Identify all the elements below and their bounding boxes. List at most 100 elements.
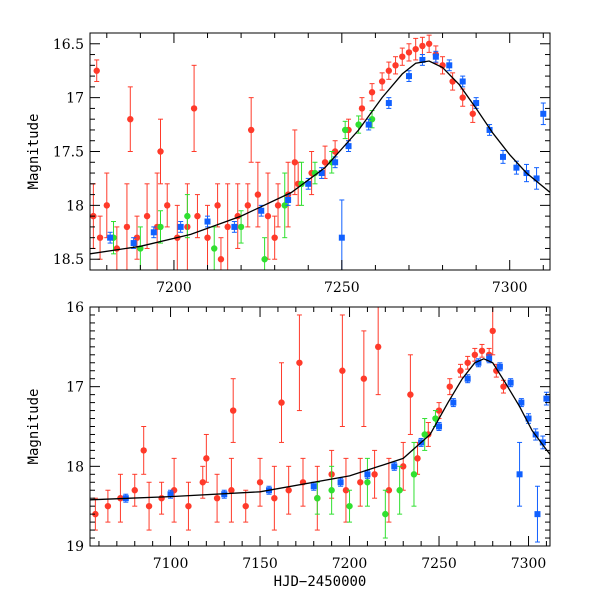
- data-point: [107, 234, 114, 241]
- data-point: [291, 159, 299, 166]
- data-point: [432, 415, 439, 422]
- data-point: [104, 502, 112, 510]
- series-blue: [122, 354, 550, 543]
- data-point: [328, 487, 335, 494]
- data-point: [534, 511, 541, 518]
- data-point: [203, 455, 210, 462]
- data-point: [525, 415, 532, 422]
- data-point: [237, 223, 245, 231]
- data-point: [281, 202, 288, 209]
- data-point: [358, 105, 366, 112]
- y-tick-label: 19: [66, 539, 84, 555]
- data-point: [145, 502, 153, 510]
- x-tick-label: 7200: [156, 280, 192, 296]
- x-tick-label: 7300: [511, 556, 547, 572]
- data-point: [543, 395, 550, 402]
- data-point: [228, 487, 235, 494]
- data-point: [355, 121, 362, 128]
- data-point: [410, 471, 418, 478]
- data-point: [407, 391, 414, 398]
- data-point: [459, 94, 466, 101]
- y-tick-label: 17.5: [53, 145, 84, 161]
- data-point: [385, 67, 393, 74]
- data-point: [341, 126, 349, 134]
- data-point: [345, 143, 352, 150]
- series-green: [314, 410, 439, 539]
- x-tick-label: 7300: [492, 280, 528, 296]
- data-point: [93, 67, 100, 74]
- y-tick-label: 18: [66, 459, 84, 475]
- data-point: [357, 479, 364, 486]
- data-point: [446, 62, 453, 69]
- y-tick-label: 16.5: [53, 37, 84, 53]
- y-tick-label: 18.5: [53, 252, 84, 268]
- data-point: [103, 202, 110, 209]
- data-point: [400, 463, 407, 470]
- data-point: [364, 479, 371, 486]
- data-point: [450, 399, 457, 406]
- data-point: [150, 229, 157, 236]
- data-point: [499, 153, 506, 160]
- series-blue: [107, 50, 547, 270]
- x-tick-label: 7250: [421, 556, 457, 572]
- data-point: [194, 212, 201, 220]
- data-point: [264, 212, 272, 220]
- data-point: [314, 495, 321, 502]
- data-point: [185, 502, 192, 510]
- data-point: [419, 42, 426, 50]
- data-point: [321, 159, 329, 166]
- data-point: [217, 256, 225, 263]
- x-ticks: [106, 33, 544, 270]
- data-point: [224, 223, 231, 231]
- data-point: [412, 45, 419, 53]
- y-tick-label: 18: [66, 198, 84, 214]
- data-point: [199, 479, 206, 486]
- top-light-curve-panel: 7200 7250 7300 16.5 17 17.5 18 18.5 Magnitude: [26, 32, 551, 296]
- data-point: [123, 223, 131, 231]
- y-axis-label: Magnitude: [26, 389, 42, 465]
- data-point: [486, 355, 493, 362]
- data-point: [478, 347, 486, 355]
- data-point: [157, 223, 164, 231]
- data-point: [261, 256, 268, 263]
- data-point: [371, 471, 378, 478]
- data-point: [143, 212, 151, 220]
- series-red: [90, 34, 476, 270]
- data-point: [533, 175, 540, 182]
- data-point: [285, 487, 292, 494]
- data-point: [446, 383, 453, 390]
- data-point: [158, 495, 165, 502]
- data-point: [540, 110, 547, 117]
- data-point: [374, 343, 382, 351]
- data-point: [164, 202, 171, 209]
- data-point: [539, 439, 546, 446]
- data-point: [405, 49, 413, 56]
- x-axis-label: HJD−2450000: [274, 574, 367, 590]
- data-point: [457, 367, 464, 374]
- data-point: [489, 327, 496, 335]
- data-point: [464, 359, 471, 366]
- data-point: [229, 407, 237, 414]
- x-tick-label: 7200: [332, 556, 368, 572]
- data-point: [184, 212, 191, 220]
- y-tick-label: 16: [66, 300, 84, 316]
- data-point: [211, 245, 218, 252]
- data-point: [231, 223, 238, 230]
- data-point: [339, 367, 346, 374]
- data-point: [425, 40, 433, 47]
- data-point: [464, 375, 471, 382]
- data-point: [500, 383, 507, 390]
- data-point: [96, 234, 104, 241]
- data-point: [305, 180, 312, 187]
- data-point: [365, 121, 372, 128]
- bottom-light-curve-panel: 7100 7150 7200 7250 7300 16 17 18 19 Magnitude HJD…: [26, 300, 551, 590]
- data-point: [432, 53, 439, 60]
- data-point: [157, 148, 164, 155]
- data-point: [332, 159, 339, 166]
- data-point: [285, 196, 292, 203]
- plot-area: [90, 34, 550, 270]
- data-point: [177, 223, 184, 230]
- data-point: [256, 479, 264, 486]
- data-point: [368, 89, 376, 96]
